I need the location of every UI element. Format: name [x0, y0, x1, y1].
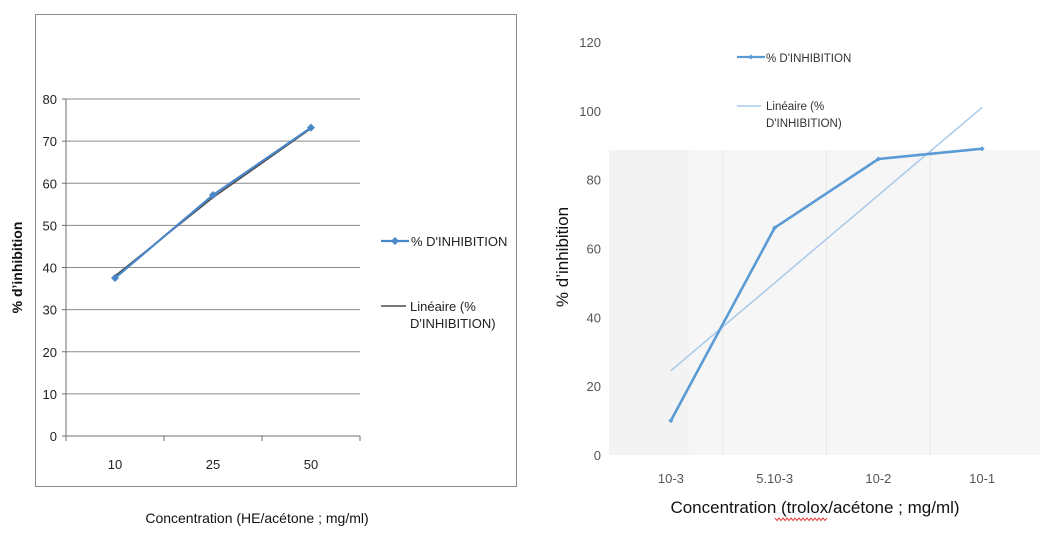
x-axis-label: Concentration (trolox/acétone ; mg/ml): [670, 498, 959, 517]
y-tick-label: 0: [50, 429, 57, 444]
chart-left: 0 10 20 30 40 50 60 70 80 10 25 50 % d’inhibition Con…: [9, 14, 517, 526]
y-tick-label: 80: [43, 92, 57, 107]
y-tick-label: 40: [43, 261, 57, 276]
y-tick-label: 10: [43, 387, 57, 402]
chart-right-svg: 0 20 40 60 80 100 120 10-3 5.10-3 10-2 10-1 % d’inh…: [553, 35, 1040, 522]
y-tick-label: 60: [43, 176, 57, 191]
x-tick-label: 5.10-3: [756, 471, 793, 486]
chart-left-svg: 0 10 20 30 40 50 60 70 80 10 25 50 % d’inhibition Con…: [9, 14, 517, 526]
legend-series-marker: [748, 54, 754, 60]
y-tick-label: 120: [579, 35, 601, 50]
y-tick-label: 20: [43, 345, 57, 360]
y-axis-label: % d’inhibition: [553, 207, 572, 307]
data-point: [111, 274, 119, 283]
data-point: [772, 225, 778, 231]
chart-right: 0 20 40 60 80 100 120 10-3 5.10-3 10-2 10-1 % d’inh…: [537, 0, 1040, 544]
x-tick-label: 10-3: [658, 471, 684, 486]
y-tick-label: 20: [587, 379, 601, 394]
y-tick-label: 50: [43, 218, 57, 233]
series-line: [669, 147, 983, 422]
data-point: [668, 418, 674, 424]
plot-background-shade: [689, 150, 1040, 455]
data-point: [307, 123, 315, 132]
y-tick-label: 70: [43, 134, 57, 149]
legend-trend-label: Linéaire (% D'INHIBITION): [766, 101, 842, 130]
y-tick-label: 100: [579, 104, 601, 119]
chart-frame: [35, 14, 517, 487]
x-tick-label: 50: [304, 457, 318, 472]
y-tick-label: 60: [587, 242, 601, 257]
legend-trend-label: Linéaire (% D'INHIBITION): [410, 299, 496, 331]
spellcheck-underline: [774, 517, 828, 522]
legend-series-label: % D'INHIBITION: [411, 234, 507, 249]
y-tick-label: 40: [587, 310, 601, 325]
data-point: [209, 191, 217, 200]
legend-series-label: % D'INHIBITION: [766, 53, 851, 65]
x-tick-label: 25: [206, 457, 220, 472]
y-tick-label: 80: [587, 173, 601, 188]
legend-series-marker: [391, 237, 399, 245]
x-tick-label: 10: [108, 457, 122, 472]
x-axis-label: Concentration (HE/acétone ; mg/ml): [145, 510, 368, 526]
data-point: [875, 156, 881, 162]
data-point: [979, 146, 985, 152]
y-axis-label: % d’inhibition: [9, 222, 25, 314]
x-tick-label: 10-1: [969, 471, 995, 486]
y-tick-label: 30: [43, 303, 57, 318]
x-tick-label: 10-2: [865, 471, 891, 486]
y-tick-label: 0: [594, 448, 601, 463]
